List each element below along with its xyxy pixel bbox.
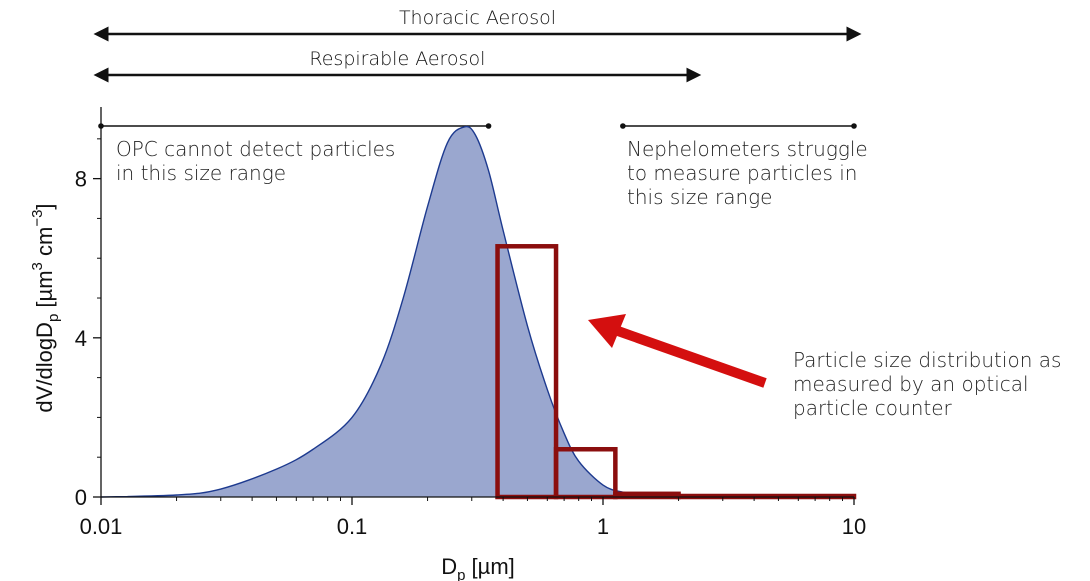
x-axis-title: Dp [µm] [441,554,515,581]
x-tick-label: 10 [842,514,866,539]
psd-annotation-line3: particle counter [793,396,953,420]
psd-annotation-line2: measured by an optical [793,372,1029,396]
respirable-aerosol-label: Respirable Aerosol [309,48,485,70]
x-tick-label: 0.01 [80,514,123,539]
opc-annotation-line2: in this size range [116,161,286,185]
psd-annotation-line1: Particle size distribution as [793,348,1061,372]
y-axis-title: dV/dlogDp [µm3 cm−3] [29,203,62,412]
range-end [851,123,857,129]
axes: 0.01 0.1 1 10 0 4 8 [75,107,866,539]
range-end [620,123,626,129]
size-range-indicators [93,26,862,129]
range-end [485,123,492,129]
distribution-fill [101,126,854,497]
pointer-arrow [588,314,767,388]
thoracic-aerosol-label: Thoracic Aerosol [399,7,556,29]
y-tick-label: 0 [75,485,87,510]
nephelometer-annotation-line3: this size range [627,185,772,209]
nephelometer-annotation-line1: Nephelometers struggle [627,137,868,161]
nephelometer-annotation-line2: to measure particles in [627,161,857,185]
y-tick-label: 4 [75,326,87,351]
x-tick-label: 0.1 [337,514,368,539]
x-tick-label: 1 [597,514,609,539]
y-tick-label: 8 [75,167,87,192]
opc-annotation-line1: OPC cannot detect particles [116,137,395,161]
